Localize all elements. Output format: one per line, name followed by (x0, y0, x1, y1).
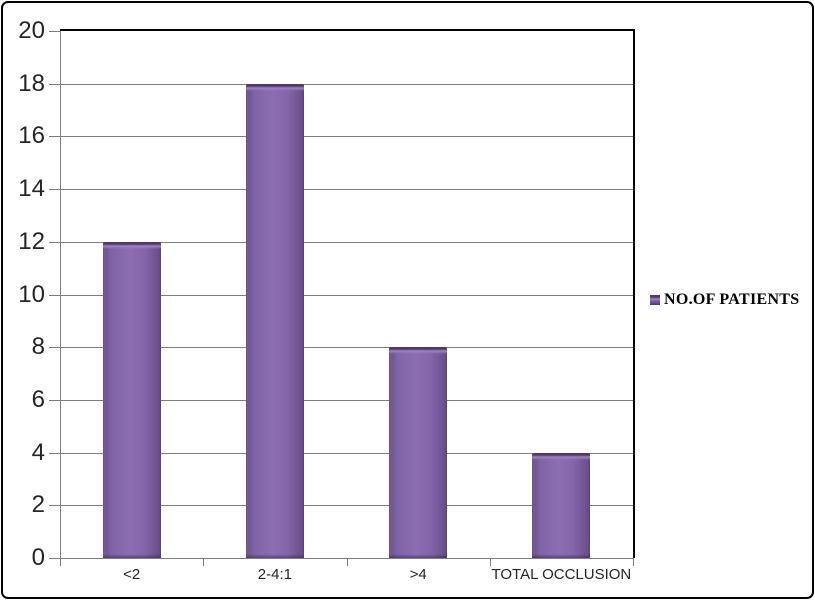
x-tick-label: 2-4:1 (257, 566, 292, 583)
plot-area (52, 29, 635, 566)
y-axis-tick (49, 347, 60, 349)
y-axis-tick (49, 83, 60, 85)
y-tick-label: 8 (31, 333, 45, 361)
gridline (60, 294, 633, 296)
y-axis-tick (49, 31, 60, 32)
x-axis-tick (633, 558, 634, 566)
x-axis-tick (346, 558, 348, 566)
x-axis-line (52, 558, 633, 559)
y-axis-tick (49, 452, 60, 454)
y-axis-tick (49, 241, 60, 243)
x-tick-label: <2 (123, 566, 141, 583)
y-axis-tick (49, 294, 60, 296)
gridline (60, 136, 633, 138)
y-tick-label: 0 (31, 544, 45, 571)
x-tick-label: TOTAL OCCLUSION (491, 566, 632, 583)
y-tick-label: 6 (31, 385, 45, 413)
y-tick-label: 12 (18, 227, 45, 255)
gridline (60, 452, 633, 454)
gridline (60, 347, 633, 349)
y-axis-tick (49, 558, 60, 559)
bar (102, 241, 161, 558)
x-axis-tick (203, 558, 205, 566)
legend: NO.OF PATIENTS (650, 291, 799, 309)
y-axis-tick (49, 505, 60, 507)
x-axis-tick (489, 558, 491, 566)
y-axis-tick (49, 189, 60, 191)
y-axis-tick (49, 136, 60, 138)
legend-label: NO.OF PATIENTS (664, 291, 800, 308)
bar (389, 347, 448, 558)
legend-swatch-icon (650, 295, 660, 305)
y-tick-label: 14 (18, 175, 45, 203)
y-tick-label: 20 (18, 17, 45, 44)
gridline (60, 505, 633, 507)
gridline (60, 83, 633, 85)
y-axis-line (60, 31, 61, 566)
gridline (60, 241, 633, 243)
bar (245, 83, 304, 558)
y-tick-label: 4 (31, 438, 45, 466)
x-tick-label: >4 (409, 566, 427, 583)
y-tick-label: 18 (18, 69, 45, 97)
bar (532, 452, 591, 558)
y-axis-tick (49, 399, 60, 401)
plot-border-top (60, 29, 633, 31)
x-axis-tick (60, 558, 61, 566)
y-tick-label: 16 (18, 122, 45, 150)
y-tick-label: 10 (18, 280, 45, 308)
gridline (60, 399, 633, 401)
y-tick-label: 2 (31, 491, 45, 519)
gridline (60, 189, 633, 191)
plot-border-right (633, 29, 635, 558)
